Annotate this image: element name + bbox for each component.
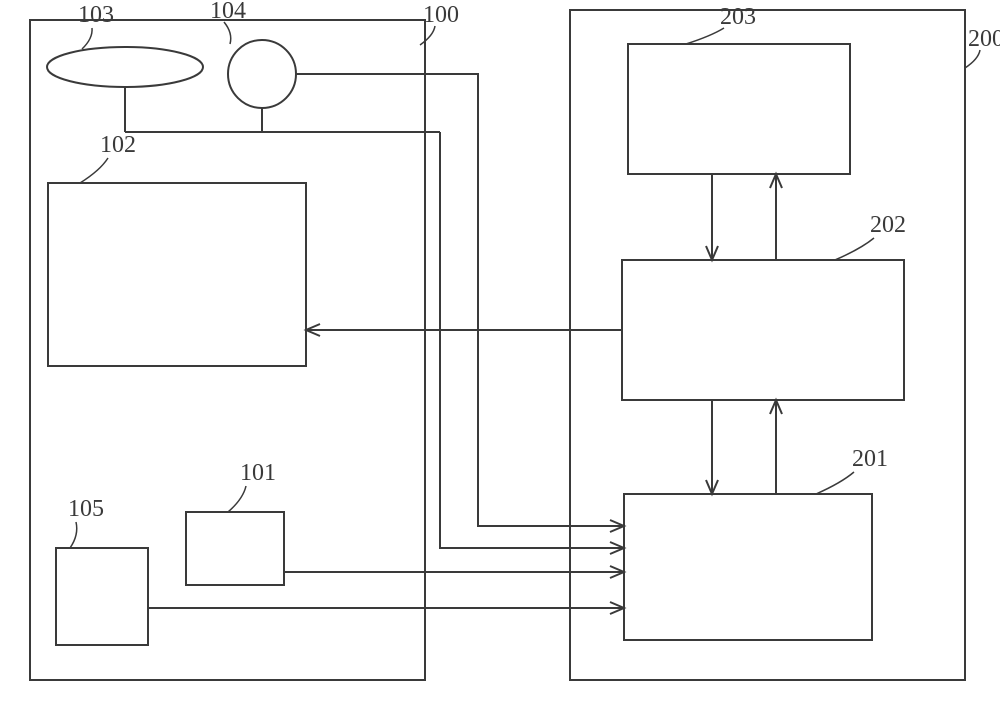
boxes.box_105-label: 105 bbox=[68, 496, 104, 522]
circle_104 bbox=[228, 40, 296, 108]
containers.left-label: 100 bbox=[423, 2, 459, 28]
box_203 bbox=[628, 44, 850, 174]
containers.right-label: 200 bbox=[968, 26, 1000, 52]
box_102 bbox=[48, 183, 306, 366]
box_105 bbox=[56, 548, 148, 645]
shapes.ellipse_103-label: 103 bbox=[78, 2, 114, 28]
boxes.box_102-label: 102 bbox=[100, 132, 136, 158]
box_202 bbox=[622, 260, 904, 400]
boxes.box_201-label: 201 bbox=[852, 446, 888, 472]
ellipse_103 bbox=[47, 47, 203, 87]
boxes.box_202-label: 202 bbox=[870, 212, 906, 238]
shapes.circle_104-label: 104 bbox=[210, 0, 246, 24]
boxes.box_203-label: 203 bbox=[720, 4, 756, 30]
box_101 bbox=[186, 512, 284, 585]
box_201 bbox=[624, 494, 872, 640]
boxes.box_101-label: 101 bbox=[240, 460, 276, 486]
